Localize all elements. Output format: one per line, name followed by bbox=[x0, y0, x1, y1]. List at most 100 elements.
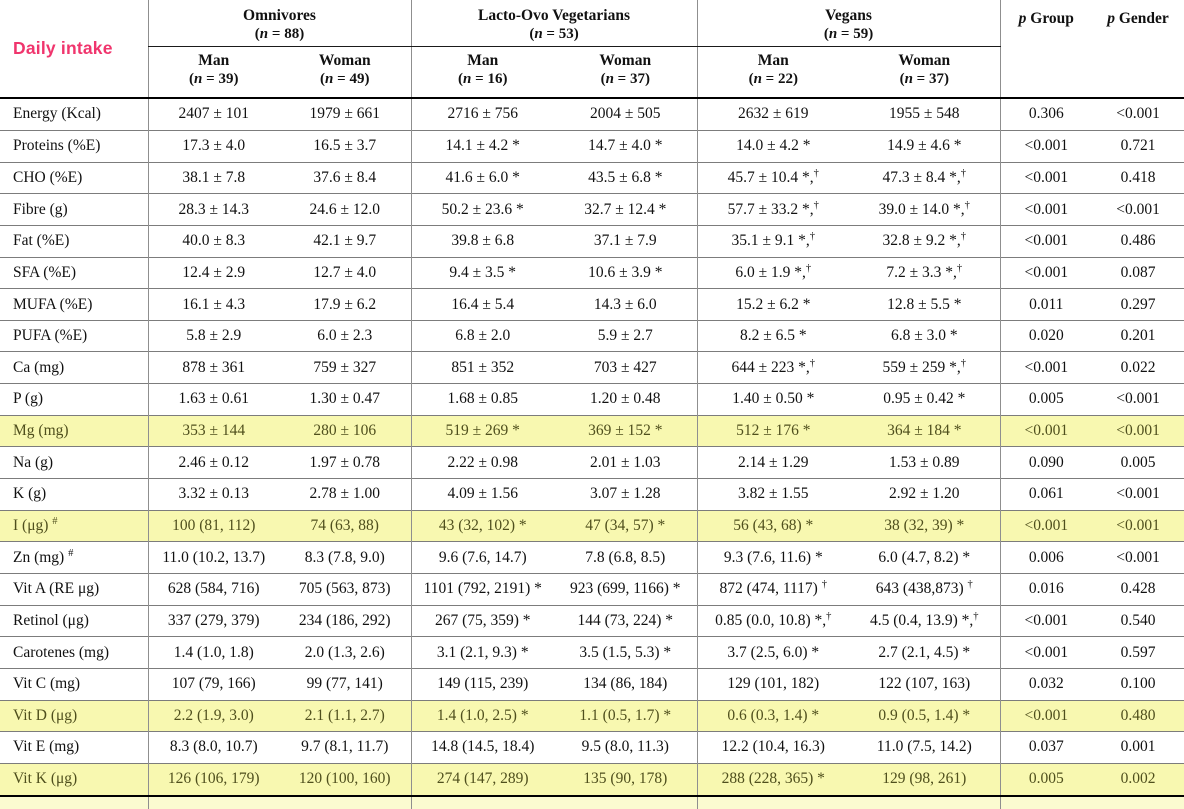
row-label: Vit K (μg) bbox=[0, 762, 148, 796]
table-row: Vit A (RE μg) 628 (584, 716) 705 (563, 873… bbox=[0, 572, 1184, 606]
value-cell: 1.68 ± 0.85 bbox=[410, 383, 554, 416]
value-cell: 705 (563, 873) bbox=[279, 572, 411, 606]
value-cell: 129 (98, 261) bbox=[849, 762, 1001, 796]
value-cell: 2407 ± 101 bbox=[147, 96, 279, 131]
value-cell: 74 (63, 88) bbox=[279, 509, 411, 542]
value-cell: 1.63 ± 0.61 bbox=[147, 383, 279, 416]
value-cell: 41.6 ± 6.0 * bbox=[410, 161, 554, 194]
p-gender-header: p Gender bbox=[1092, 0, 1184, 98]
value-cell: 120 (100, 160) bbox=[279, 762, 411, 796]
value-cell: 628 (584, 716) bbox=[147, 572, 279, 606]
value-cell: 16.5 ± 3.7 bbox=[279, 129, 411, 163]
p-group-cell: 0.005 bbox=[999, 762, 1093, 796]
sub-header-n: (n = 39) bbox=[189, 71, 239, 88]
cutoff-strip-cell bbox=[696, 795, 850, 809]
row-label: Mg (mg) bbox=[0, 414, 148, 447]
p-group-cell: <0.001 bbox=[999, 161, 1093, 194]
table-row: Vit C (mg) 107 (79, 166) 99 (77, 141) 149 (… bbox=[0, 667, 1184, 701]
value-cell: 43.5 ± 6.8 * bbox=[554, 161, 698, 194]
value-cell: 234 (186, 292) bbox=[279, 604, 411, 637]
sub-header-omnivores-man: Man (n = 39) bbox=[147, 46, 279, 98]
p-symbol: p bbox=[1107, 10, 1115, 27]
table-row: Fat (%E) 40.0 ± 8.3 42.1 ± 9.7 39.8 ± 6.8 37… bbox=[0, 224, 1184, 258]
value-cell: 129 (101, 182) bbox=[696, 667, 850, 701]
value-cell: 15.2 ± 6.2 * bbox=[696, 288, 850, 321]
row-label: PUFA (%E) bbox=[0, 319, 148, 352]
sub-header-label: Woman bbox=[599, 51, 652, 69]
value-cell: 16.4 ± 5.4 bbox=[410, 288, 554, 321]
p-group-cell: 0.005 bbox=[999, 383, 1093, 416]
p-group-cell: 0.006 bbox=[999, 541, 1093, 574]
row-label: Na (g) bbox=[0, 446, 148, 479]
value-cell: 8.3 (7.8, 9.0) bbox=[279, 541, 411, 574]
cutoff-strip-cell bbox=[410, 795, 554, 809]
p-group-cell: 0.090 bbox=[999, 446, 1093, 479]
p-group-cell: 0.016 bbox=[999, 572, 1093, 606]
cutoff-strip-cell bbox=[999, 795, 1093, 809]
group-name: Vegans bbox=[825, 6, 872, 24]
value-cell: 2.01 ± 1.03 bbox=[554, 446, 698, 479]
value-cell: 14.1 ± 4.2 * bbox=[410, 129, 554, 163]
value-cell: 99 (77, 141) bbox=[279, 667, 411, 701]
sub-header-omnivores-woman: Woman (n = 49) bbox=[279, 46, 411, 98]
value-cell: 0.95 ± 0.42 * bbox=[849, 383, 1001, 416]
sub-header-lacto-ovo-man: Man (n = 16) bbox=[410, 46, 554, 98]
p-gender-label: Gender bbox=[1118, 10, 1169, 27]
p-group-cell: <0.001 bbox=[999, 129, 1093, 163]
value-cell: 1.40 ± 0.50 * bbox=[696, 383, 850, 416]
value-cell: 38 (32, 39) * bbox=[849, 509, 1001, 542]
value-cell: 1979 ± 661 bbox=[279, 96, 411, 131]
value-cell: 7.8 (6.8, 8.5) bbox=[554, 541, 698, 574]
value-cell: 8.2 ± 6.5 * bbox=[696, 319, 850, 352]
table-row: Energy (Kcal) 2407 ± 101 1979 ± 661 2716 ± … bbox=[0, 96, 1184, 131]
row-label: Vit A (RE μg) bbox=[0, 572, 148, 606]
value-cell: 1.97 ± 0.78 bbox=[279, 446, 411, 479]
value-cell: 50.2 ± 23.6 * bbox=[410, 193, 554, 226]
value-cell: 3.07 ± 1.28 bbox=[554, 478, 698, 511]
value-cell: 3.82 ± 1.55 bbox=[696, 478, 850, 511]
group-header-omnivores: Omnivores (n = 88) bbox=[147, 0, 411, 47]
value-cell: 144 (73, 224) * bbox=[554, 604, 698, 637]
value-cell: 40.0 ± 8.3 bbox=[147, 224, 279, 258]
value-cell: 3.7 (2.5, 6.0) * bbox=[696, 636, 850, 669]
value-cell: 2.0 (1.3, 2.6) bbox=[279, 636, 411, 669]
p-group-cell: <0.001 bbox=[999, 636, 1093, 669]
value-cell: 851 ± 352 bbox=[410, 351, 554, 384]
p-group-cell: 0.061 bbox=[999, 478, 1093, 511]
group-name: Omnivores bbox=[243, 6, 316, 24]
value-cell: 1.30 ± 0.47 bbox=[279, 383, 411, 416]
value-cell: 6.0 ± 2.3 bbox=[279, 319, 411, 352]
value-cell: 11.0 (10.2, 13.7) bbox=[147, 541, 279, 574]
value-cell: 9.4 ± 3.5 * bbox=[410, 256, 554, 289]
value-cell: 3.1 (2.1, 9.3) * bbox=[410, 636, 554, 669]
value-cell: 2004 ± 505 bbox=[554, 96, 698, 131]
value-cell: 28.3 ± 14.3 bbox=[147, 193, 279, 226]
sub-header-n: (n = 22) bbox=[748, 71, 798, 88]
table-row: Retinol (μg) 337 (279, 379) 234 (186, 292)… bbox=[0, 604, 1184, 637]
p-gender-cell: 0.001 bbox=[1092, 731, 1184, 764]
table-row: Mg (mg) 353 ± 144 280 ± 106 519 ± 269 * 369 … bbox=[0, 414, 1184, 447]
sub-header-n: (n = 16) bbox=[458, 71, 508, 88]
value-cell: 274 (147, 289) bbox=[410, 762, 554, 796]
value-cell: 703 ± 427 bbox=[554, 351, 698, 384]
cutoff-strip-cell bbox=[849, 795, 1001, 809]
value-cell: 644 ± 223 *,† bbox=[696, 351, 850, 384]
row-label: MUFA (%E) bbox=[0, 288, 148, 321]
value-cell: 107 (79, 166) bbox=[147, 667, 279, 701]
row-label: Energy (Kcal) bbox=[0, 96, 148, 131]
p-group-label: Group bbox=[1030, 10, 1074, 27]
p-gender-cell: 0.418 bbox=[1092, 161, 1184, 194]
row-label: Fibre (g) bbox=[0, 193, 148, 226]
value-cell: 37.1 ± 7.9 bbox=[554, 224, 698, 258]
cutoff-strip-cell bbox=[279, 795, 411, 809]
value-cell: 126 (106, 179) bbox=[147, 762, 279, 796]
value-cell: 56 (43, 68) * bbox=[696, 509, 850, 542]
row-label: Vit C (mg) bbox=[0, 667, 148, 701]
value-cell: 6.0 ± 1.9 *,† bbox=[696, 256, 850, 289]
value-cell: 3.32 ± 0.13 bbox=[147, 478, 279, 511]
value-cell: 38.1 ± 7.8 bbox=[147, 161, 279, 194]
value-cell: 1.4 (1.0, 2.5) * bbox=[410, 699, 554, 732]
value-cell: 2632 ± 619 bbox=[696, 96, 850, 131]
value-cell: 32.8 ± 9.2 *,† bbox=[849, 224, 1001, 258]
